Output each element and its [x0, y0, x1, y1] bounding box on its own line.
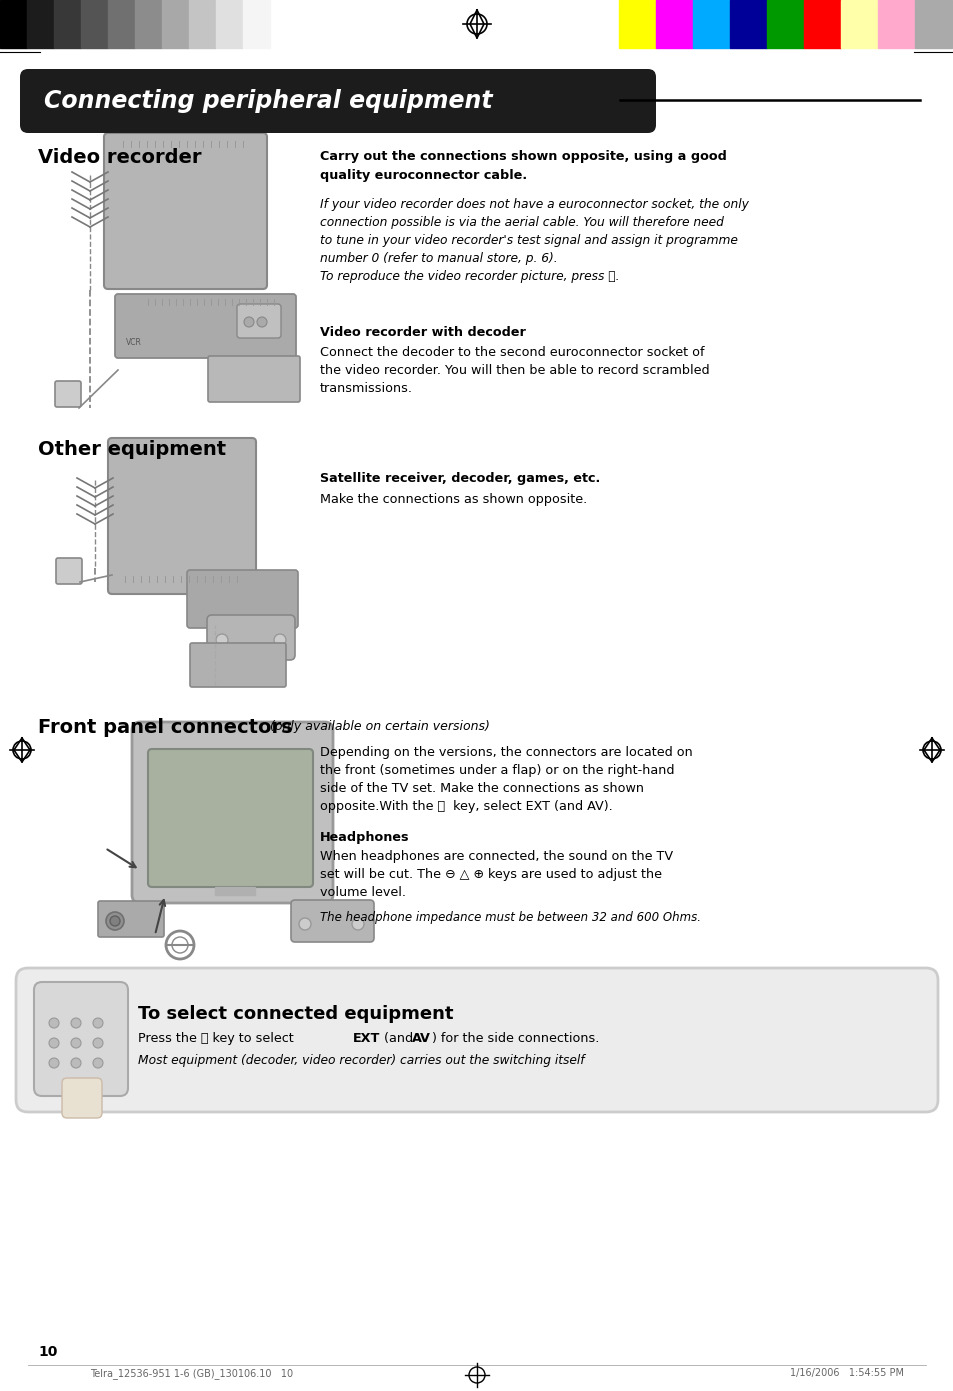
Circle shape: [256, 317, 267, 327]
FancyBboxPatch shape: [190, 643, 286, 687]
FancyBboxPatch shape: [132, 722, 333, 903]
FancyBboxPatch shape: [291, 900, 374, 942]
Circle shape: [110, 917, 120, 926]
Circle shape: [352, 918, 364, 931]
Bar: [692, 0, 729, 49]
Text: If your video recorder does not have a euroconnector socket, the only
connection: If your video recorder does not have a e…: [319, 198, 748, 282]
Bar: [618, 0, 656, 49]
Text: Other equipment: Other equipment: [38, 440, 226, 459]
Text: Video recorder: Video recorder: [38, 147, 201, 167]
Text: 1/16/2006   1:54:55 PM: 1/16/2006 1:54:55 PM: [789, 1367, 903, 1378]
FancyBboxPatch shape: [187, 570, 297, 627]
Bar: [914, 0, 951, 49]
Text: AV: AV: [412, 1032, 431, 1045]
Text: Most equipment (decoder, video recorder) carries out the switching itself: Most equipment (decoder, video recorder)…: [138, 1054, 584, 1067]
FancyBboxPatch shape: [98, 901, 164, 938]
FancyBboxPatch shape: [115, 294, 295, 357]
Text: Make the connections as shown opposite.: Make the connections as shown opposite.: [319, 492, 587, 506]
Circle shape: [274, 634, 286, 645]
Bar: [214, 887, 254, 894]
Text: Carry out the connections shown opposite, using a good
quality euroconnector cab: Carry out the connections shown opposite…: [319, 150, 726, 182]
Circle shape: [92, 1018, 103, 1028]
Text: When headphones are connected, the sound on the TV
set will be cut. The ⊖ △ ⊕ ke: When headphones are connected, the sound…: [319, 850, 673, 899]
FancyBboxPatch shape: [56, 558, 82, 584]
Circle shape: [106, 912, 124, 931]
Circle shape: [92, 1059, 103, 1068]
Text: Depending on the versions, the connectors are located on
the front (sometimes un: Depending on the versions, the connector…: [319, 746, 692, 812]
Text: Connect the decoder to the second euroconnector socket of
the video recorder. Yo: Connect the decoder to the second euroco…: [319, 346, 709, 395]
Text: VCR: VCR: [126, 338, 142, 346]
Bar: [766, 0, 803, 49]
FancyBboxPatch shape: [236, 305, 281, 338]
Circle shape: [71, 1018, 81, 1028]
Circle shape: [298, 918, 311, 931]
Text: Video recorder with decoder: Video recorder with decoder: [319, 325, 525, 339]
Text: Front panel connectors: Front panel connectors: [38, 718, 293, 737]
Circle shape: [49, 1018, 59, 1028]
Circle shape: [71, 1059, 81, 1068]
Bar: [877, 0, 914, 49]
Circle shape: [244, 317, 253, 327]
FancyBboxPatch shape: [108, 438, 255, 594]
Text: EXT: EXT: [353, 1032, 380, 1045]
Bar: [189, 0, 215, 49]
FancyBboxPatch shape: [62, 1078, 102, 1118]
Bar: [729, 0, 766, 49]
Bar: [135, 0, 162, 49]
Text: (and: (and: [379, 1032, 416, 1045]
Bar: [0, 0, 27, 49]
Bar: [162, 0, 189, 49]
FancyBboxPatch shape: [207, 615, 294, 659]
Text: The headphone impedance must be between 32 and 600 Ohms.: The headphone impedance must be between …: [319, 911, 700, 924]
Text: (only available on certain versions): (only available on certain versions): [270, 721, 489, 733]
Text: To select connected equipment: To select connected equipment: [138, 1006, 453, 1022]
Circle shape: [71, 1038, 81, 1047]
Bar: [803, 0, 841, 49]
FancyBboxPatch shape: [20, 70, 656, 134]
FancyBboxPatch shape: [148, 748, 313, 887]
Circle shape: [215, 634, 228, 645]
FancyBboxPatch shape: [16, 968, 937, 1111]
Bar: [215, 0, 243, 49]
Bar: [81, 0, 108, 49]
Circle shape: [92, 1038, 103, 1047]
FancyBboxPatch shape: [55, 381, 81, 408]
FancyBboxPatch shape: [34, 982, 128, 1096]
Text: Press the ⓢ key to select: Press the ⓢ key to select: [138, 1032, 297, 1045]
Text: Satellite receiver, decoder, games, etc.: Satellite receiver, decoder, games, etc.: [319, 472, 599, 485]
Bar: [243, 0, 270, 49]
Circle shape: [49, 1038, 59, 1047]
Text: Connecting peripheral equipment: Connecting peripheral equipment: [44, 89, 492, 113]
Text: Headphones: Headphones: [319, 830, 409, 844]
Bar: [54, 0, 81, 49]
Text: ) for the side connections.: ) for the side connections.: [432, 1032, 598, 1045]
FancyBboxPatch shape: [104, 134, 267, 289]
Bar: [656, 0, 692, 49]
Bar: [27, 0, 54, 49]
Text: Telra_12536-951 1-6 (GB)_130106.10   10: Telra_12536-951 1-6 (GB)_130106.10 10: [90, 1367, 293, 1378]
Bar: [108, 0, 135, 49]
Circle shape: [49, 1059, 59, 1068]
Bar: [841, 0, 877, 49]
FancyBboxPatch shape: [208, 356, 299, 402]
Text: 10: 10: [38, 1345, 57, 1359]
